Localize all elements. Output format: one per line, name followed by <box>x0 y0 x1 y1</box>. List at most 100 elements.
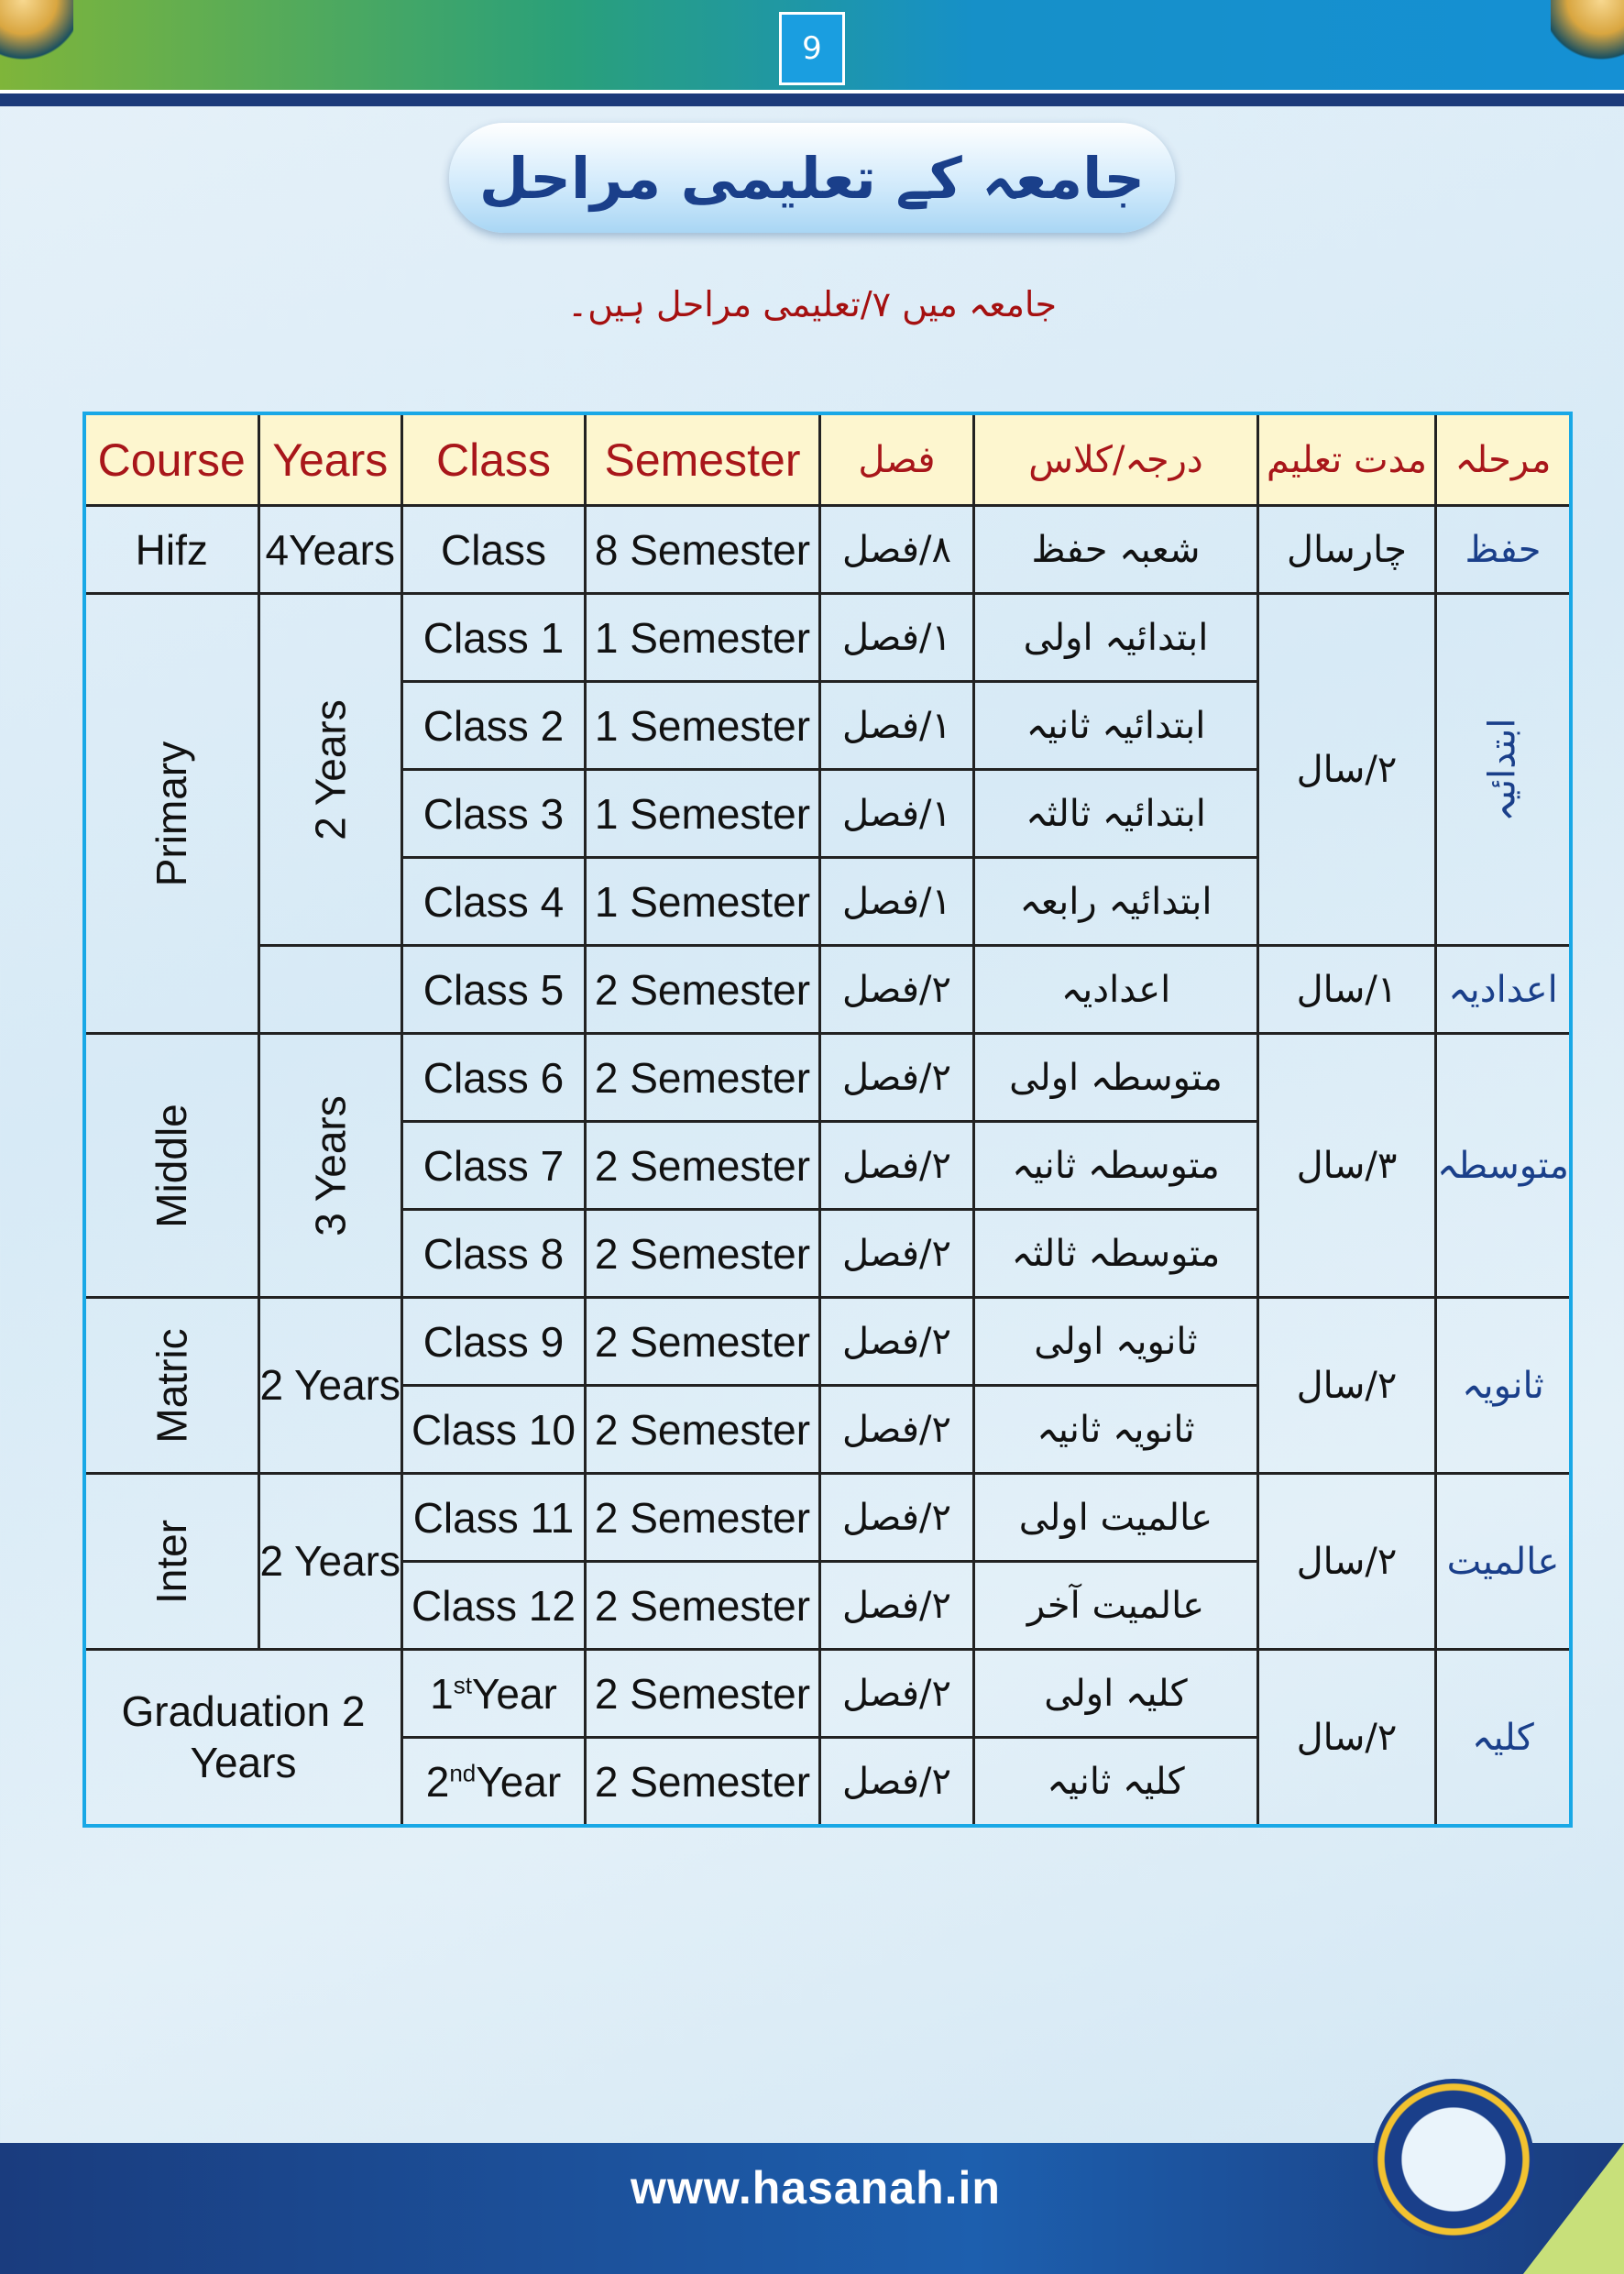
cell-fasl: ۲/فصل <box>817 1120 975 1211</box>
cell-semester: 1 Semester <box>583 856 821 947</box>
muddat-text: ۱/سال <box>1296 968 1398 1011</box>
marhala-text: حفظ <box>1465 528 1542 571</box>
cell-class: Class 7 <box>400 1120 587 1211</box>
table-row: Hifz 4Years Class 8 Semester ۸/فصل شعبہ حفظ چا… <box>82 504 1573 595</box>
cell-course: Hifz <box>82 504 260 595</box>
class-text: Class 8 <box>422 1229 565 1278</box>
course-text: Primary <box>148 741 196 886</box>
semester-text: 2 Semester <box>594 1669 811 1718</box>
cell-darja: ثانویہ ثانیہ <box>971 1384 1259 1475</box>
table-row: Class 7 2 Semester ۲/فصل متوسطہ ثانیہ <box>84 1120 1571 1211</box>
cell-fasl: ۱/فصل <box>817 680 975 771</box>
muddat-text: ۳/سال <box>1296 1144 1398 1187</box>
cell-darja: عالمیت اولی <box>971 1472 1259 1563</box>
class-text: Class 10 <box>411 1405 576 1454</box>
table-row: Class 3 1 Semester ۱/فصل ابتدائیہ ثالثہ <box>84 768 1571 859</box>
cell-years: 2 Years <box>257 592 403 947</box>
darja-text: ثانویہ اولی <box>1034 1320 1198 1363</box>
fasl-text: ۲/فصل <box>841 1760 952 1803</box>
class-text: Class <box>440 525 546 574</box>
cell-semester: 2 Semester <box>583 1648 821 1739</box>
cell-course: Middle <box>82 1032 260 1299</box>
cell-muddat: ۲/سال <box>1256 592 1437 947</box>
semester-text: 2 Semester <box>594 1317 811 1366</box>
cell-darja: ابتدائیہ رابعہ <box>971 856 1259 947</box>
cell-fasl: ۲/فصل <box>817 1384 975 1475</box>
cell-darja: اعدادیہ <box>971 944 1259 1035</box>
cell-fasl: ۲/فصل <box>817 1032 975 1123</box>
website-link[interactable]: www.hasanah.in <box>631 2162 1001 2214</box>
cell-darja: متوسطہ ثالثہ <box>971 1208 1259 1299</box>
cell-fasl: ۲/فصل <box>817 944 975 1035</box>
cell-semester: 2 Semester <box>583 1560 821 1651</box>
fasl-text: ۲/فصل <box>841 968 952 1011</box>
cell-semester: 2 Semester <box>583 1208 821 1299</box>
cell-fasl: ۲/فصل <box>817 1560 975 1651</box>
darja-text: کلیہ ثانیہ <box>1047 1760 1185 1803</box>
marhala-text: ثانویہ <box>1462 1364 1544 1407</box>
semester-text: 2 Semester <box>594 1405 811 1454</box>
fasl-text: ۲/فصل <box>841 1496 952 1539</box>
darja-text: ابتدائیہ رابعہ <box>1019 880 1213 923</box>
cell-fasl: ۲/فصل <box>817 1736 975 1828</box>
cell-muddat: ۱/سال <box>1256 944 1437 1035</box>
cell-fasl: ۲/فصل <box>817 1296 975 1387</box>
cell-class: Class 8 <box>400 1208 587 1299</box>
class-text: Class 6 <box>422 1053 565 1102</box>
cell-marhala: متوسطہ <box>1433 1032 1573 1299</box>
years-text: 4Years <box>265 525 395 574</box>
fasl-text: ۲/فصل <box>841 1144 952 1187</box>
cell-marhala: کلیہ <box>1433 1648 1573 1828</box>
cell-course: Inter <box>82 1472 260 1651</box>
cell-darja: متوسطہ اولی <box>971 1032 1259 1123</box>
years-text: 2 Years <box>306 698 355 840</box>
class-text: 2ndYear <box>425 1757 562 1806</box>
header-fasl: فصل <box>817 412 975 507</box>
table-row: 2ndYear 2 Semester ۲/فصل کلیہ ثانیہ <box>84 1736 1571 1828</box>
cell-class: 2ndYear <box>400 1736 587 1828</box>
cell-marhala: اعدادیہ <box>1433 944 1573 1035</box>
top-rule <box>0 90 1624 106</box>
cell-fasl: ۱/فصل <box>817 768 975 859</box>
marhala-text: متوسطہ <box>1436 1144 1569 1187</box>
class-text: Class 2 <box>422 701 565 750</box>
table-row: Primary 2 Years Class 1 1 Semester ۱/فصل ابتد… <box>82 592 1573 1035</box>
course-text: Inter <box>148 1519 196 1604</box>
fasl-text: ۲/فصل <box>841 1320 952 1363</box>
class-text: 1stYear <box>430 1669 557 1718</box>
cell-darja: ابتدائیہ ثانیہ <box>971 680 1259 771</box>
cell-marhala: ابتدائیہ <box>1433 592 1573 947</box>
table-row: Class 10 2 Semester ۲/فصل ثانویہ ثانیہ <box>84 1384 1571 1475</box>
darja-text: متوسطہ اولی <box>1009 1056 1223 1099</box>
cell-class: Class 4 <box>400 856 587 947</box>
table-row: Inter 2 Years Class 11 2 Semester ۲/فصل عالمی… <box>82 1472 1573 1651</box>
darja-text: متوسطہ ثانیہ <box>1012 1144 1220 1187</box>
cell-years: 3 Years <box>257 1032 403 1299</box>
cell-class: Class 1 <box>400 592 587 683</box>
page-subtitle: جامعہ میں ۷/تعلیمی مراحل ہیں۔ <box>567 284 1057 324</box>
cell-class: Class 10 <box>400 1384 587 1475</box>
header-darja: درجہ/کلاس <box>971 412 1259 507</box>
cell-darja: ابتدائیہ اولی <box>971 592 1259 683</box>
fasl-text: ۲/فصل <box>841 1232 952 1275</box>
muddat-text: ۲/سال <box>1296 1364 1398 1407</box>
title-banner: جامعہ کے تعلیمی مراحل <box>449 123 1175 233</box>
cell-class: Class 6 <box>400 1032 587 1123</box>
darja-text: کلیہ اولی <box>1044 1672 1188 1715</box>
cell-class: 1stYear <box>400 1648 587 1739</box>
fasl-text: ۱/فصل <box>841 792 952 835</box>
cell-semester: 2 Semester <box>583 944 821 1035</box>
cell-class: Class 12 <box>400 1560 587 1651</box>
cell-course: Graduation 2 Years <box>82 1648 403 1828</box>
cell-muddat: ۳/سال <box>1256 1032 1437 1299</box>
cell-semester: 2 Semester <box>583 1736 821 1828</box>
class-text: Class 7 <box>422 1141 565 1190</box>
cell-darja: شعبہ حفظ <box>971 504 1259 595</box>
cell-darja: ابتدائیہ ثالثہ <box>971 768 1259 859</box>
trust-logo <box>1373 2079 1534 2240</box>
class-text: Class 1 <box>422 613 565 662</box>
cell-darja: کلیہ اولی <box>971 1648 1259 1739</box>
darja-text: ثانویہ ثانیہ <box>1037 1408 1195 1451</box>
cell-years: 2 Years <box>257 1296 403 1475</box>
cell-course: Primary <box>82 592 260 1035</box>
